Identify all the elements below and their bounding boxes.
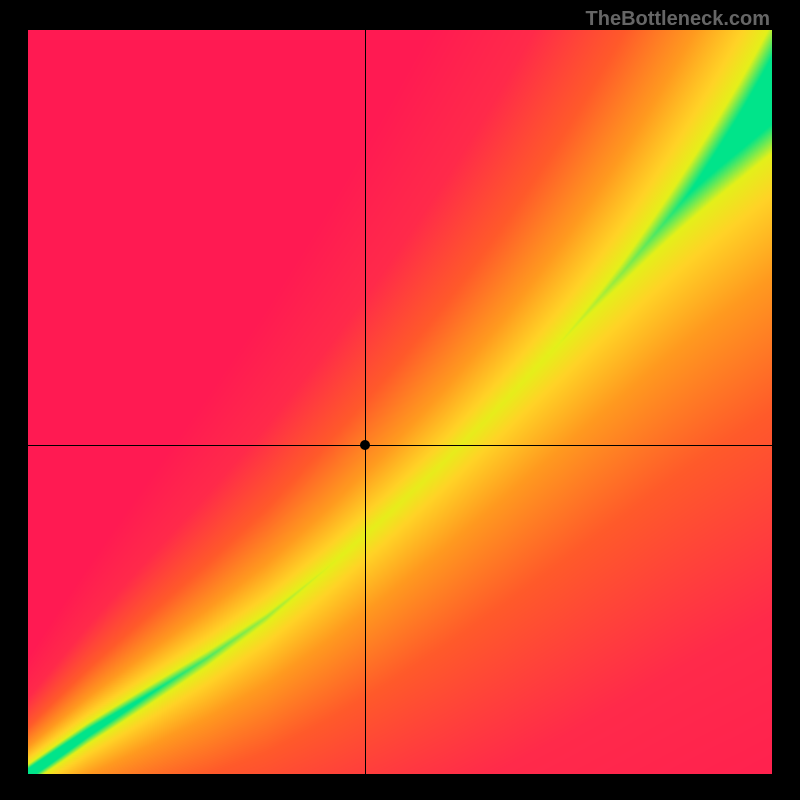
crosshair-horizontal-line [28, 445, 772, 446]
heatmap-canvas [28, 30, 772, 774]
watermark-text: TheBottleneck.com [586, 8, 770, 31]
crosshair-vertical-line [365, 30, 366, 774]
crosshair-marker-dot [360, 440, 370, 450]
heatmap-plot-area [28, 30, 772, 774]
